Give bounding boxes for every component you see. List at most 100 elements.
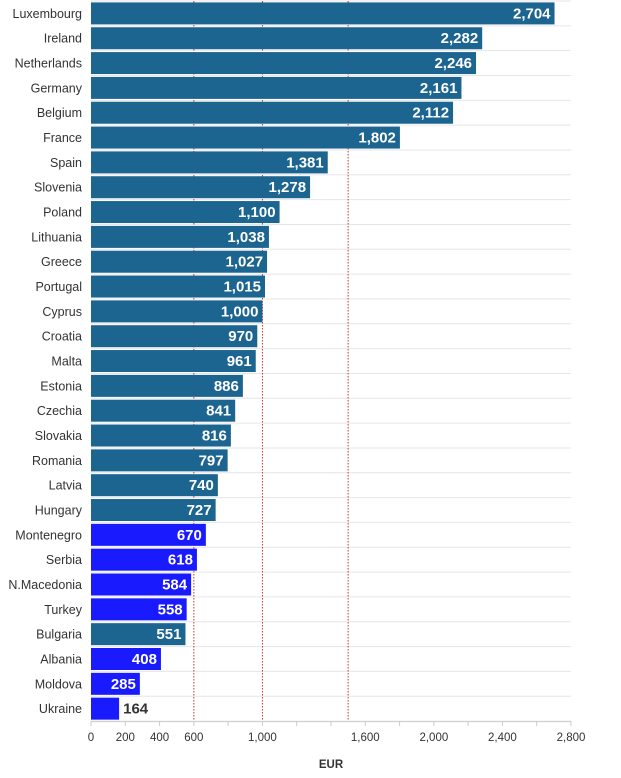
bar [91, 250, 268, 273]
category-label: France [43, 131, 82, 145]
bar [91, 101, 454, 124]
value-label: 1,278 [269, 179, 307, 196]
value-label: 584 [162, 577, 188, 594]
value-label: 2,704 [513, 5, 551, 22]
x-tick-label: 200 [116, 732, 135, 744]
category-label: Slovakia [35, 429, 82, 443]
bar [91, 474, 218, 497]
category-label: Slovenia [34, 181, 82, 195]
bar [91, 201, 280, 224]
category-label: Luxembourg [13, 7, 83, 21]
bar [91, 399, 236, 422]
category-label: Croatia [42, 330, 82, 344]
x-tick-label: 600 [184, 732, 203, 744]
x-tick-label: 400 [150, 732, 169, 744]
value-label: 727 [187, 502, 212, 519]
category-label: Greece [41, 255, 82, 269]
value-label: 740 [189, 477, 214, 494]
x-tick-label: 2,000 [419, 732, 448, 744]
category-label: Serbia [46, 553, 82, 567]
category-label: Romania [32, 454, 82, 468]
category-labels: Luxembourg Ireland Netherlands Germany Belgi… [8, 7, 82, 716]
bars [91, 2, 555, 720]
value-label: 2,246 [434, 55, 472, 72]
bar [91, 225, 269, 248]
category-label: Spain [50, 156, 82, 170]
bar [91, 573, 192, 596]
bar [91, 449, 228, 472]
bar [91, 598, 187, 621]
bar [91, 76, 462, 99]
category-label: Bulgaria [36, 628, 82, 642]
category-label: Moldova [35, 677, 82, 691]
category-label: Lithuania [31, 230, 82, 244]
x-tick-label: 2,800 [557, 732, 586, 744]
category-label: Estonia [40, 379, 82, 393]
bar [91, 52, 477, 75]
category-label: Latvia [49, 479, 82, 493]
value-label: 2,112 [412, 105, 449, 122]
bar [91, 548, 197, 571]
value-label: 1,381 [286, 154, 324, 171]
category-label: Ireland [44, 32, 82, 46]
bar [91, 697, 120, 720]
x-axis-title: EUR [319, 759, 344, 771]
value-label: 618 [168, 552, 193, 569]
bar [91, 325, 258, 348]
value-label: 970 [228, 328, 253, 345]
category-label: Belgium [37, 106, 82, 120]
value-label: 797 [199, 452, 224, 469]
value-label: 164 [123, 701, 149, 718]
category-label: Portugal [35, 280, 82, 294]
grid-lines [91, 0, 571, 722]
value-label: 1,100 [238, 204, 276, 221]
bar [91, 176, 311, 199]
value-label: 408 [132, 651, 157, 668]
bar [91, 275, 265, 298]
bar [91, 424, 231, 447]
value-label: 551 [156, 626, 181, 643]
category-label: Netherlands [15, 57, 82, 71]
category-label: Germany [31, 81, 83, 95]
value-label: 1,802 [358, 130, 396, 147]
value-label: 841 [206, 403, 231, 420]
category-label: Hungary [35, 504, 83, 518]
category-label: N.Macedonia [8, 578, 82, 592]
value-label: 670 [177, 527, 202, 544]
bar [91, 2, 555, 25]
bar [91, 27, 483, 50]
category-label: Montenegro [15, 528, 82, 542]
bar [91, 350, 256, 373]
category-label: Cyprus [42, 305, 82, 319]
x-tick-label: 2,400 [488, 732, 517, 744]
bar [91, 300, 263, 323]
bar [91, 672, 140, 695]
value-label: 886 [214, 378, 239, 395]
bar [91, 499, 216, 522]
bar [91, 374, 243, 397]
category-label: Ukraine [39, 702, 82, 716]
value-label: 1,027 [226, 254, 264, 271]
value-label: 285 [111, 676, 136, 693]
bar [91, 647, 161, 670]
value-label: 961 [227, 353, 252, 370]
value-label: 558 [158, 601, 183, 618]
bar [91, 126, 400, 149]
category-label: Turkey [44, 603, 82, 617]
category-label: Malta [51, 355, 82, 369]
category-label: Albania [40, 652, 82, 666]
bar [91, 523, 206, 546]
value-label: 2,282 [441, 30, 479, 47]
value-label: 1,015 [223, 279, 261, 296]
value-labels: 2,704 2,282 2,246 2,161 2,112 1,802 1,381 1,278… [111, 5, 551, 717]
value-label: 816 [202, 428, 227, 445]
category-label: Poland [43, 206, 82, 220]
bar [91, 623, 186, 646]
x-tick-label: 0 [88, 732, 94, 744]
x-tick-label: 1,000 [248, 732, 277, 744]
value-label: 2,161 [420, 80, 458, 97]
category-label: Czechia [37, 404, 82, 418]
x-tick-label: 1,600 [351, 732, 380, 744]
value-label: 1,000 [221, 303, 259, 320]
